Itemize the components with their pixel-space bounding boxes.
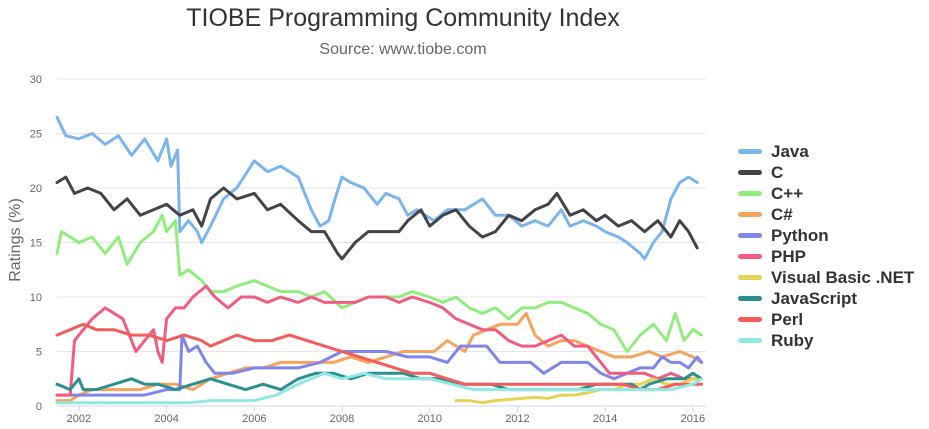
- legend-swatch: [738, 170, 762, 175]
- legend-label: C#: [771, 204, 793, 224]
- legend-item[interactable]: C: [738, 162, 914, 183]
- legend-swatch: [738, 338, 762, 343]
- legend-item[interactable]: Python: [738, 225, 914, 246]
- y-tick-label: 5: [36, 347, 42, 359]
- chart-title: TIOBE Programming Community Index: [186, 4, 620, 32]
- y-tick-label: 20: [30, 183, 42, 195]
- series-line-python[interactable]: [55, 333, 704, 397]
- x-tick-label: 2014: [593, 413, 617, 425]
- series-line-php[interactable]: [55, 284, 704, 397]
- legend-item[interactable]: C++: [738, 183, 914, 204]
- legend-swatch: [738, 275, 762, 280]
- y-tick-label: 25: [30, 129, 42, 141]
- legend-item[interactable]: JavaScript: [738, 288, 914, 309]
- legend-swatch: [738, 317, 762, 322]
- legend-swatch: [738, 233, 762, 238]
- legend-swatch: [738, 296, 762, 301]
- legend-item[interactable]: PHP: [738, 246, 914, 267]
- series-line-java[interactable]: [55, 115, 699, 261]
- legend-label: Python: [771, 225, 829, 245]
- x-tick-label: 2016: [681, 413, 705, 425]
- chart-subtitle: Source: www.tiobe.com: [319, 41, 487, 58]
- y-tick-label: 30: [30, 74, 42, 86]
- legend-label: JavaScript: [771, 288, 857, 308]
- series-line-ruby[interactable]: [55, 371, 704, 405]
- x-tick-label: 2010: [417, 413, 441, 425]
- y-axis-ticks: 0 5 10 15 20 25 30: [30, 74, 42, 413]
- series-line-c[interactable]: [55, 175, 699, 261]
- legend-label: Perl: [771, 309, 804, 329]
- legend-label: C: [771, 162, 784, 182]
- series-line-visual-basic-net[interactable]: [454, 377, 704, 405]
- legend-label: Ruby: [771, 330, 814, 350]
- legend: Java C C++ C# Python PHP Visual Basic .NET Java…: [738, 141, 914, 351]
- legend-swatch: [738, 191, 762, 196]
- y-axis-label: Ratings (%): [7, 198, 24, 282]
- legend-label: Visual Basic .NET: [771, 267, 915, 287]
- y-tick-label: 10: [30, 292, 42, 304]
- legend-label: PHP: [771, 246, 806, 266]
- legend-label: C++: [771, 183, 804, 203]
- x-tick-label: 2006: [242, 413, 266, 425]
- legend-item[interactable]: Perl: [738, 309, 914, 330]
- x-tick-label: 2008: [330, 413, 354, 425]
- legend-item[interactable]: Visual Basic .NET: [738, 267, 914, 288]
- y-tick-label: 15: [30, 238, 42, 250]
- legend-swatch: [738, 254, 762, 259]
- legend-label: Java: [771, 141, 809, 161]
- x-tick-label: 2012: [505, 413, 529, 425]
- series-lines: [55, 115, 704, 405]
- y-tick-label: 0: [36, 401, 42, 413]
- series-line-perl[interactable]: [55, 322, 704, 392]
- x-tick-label: 2004: [154, 413, 178, 425]
- legend-item[interactable]: Java: [738, 141, 914, 162]
- legend-item[interactable]: Ruby: [738, 330, 914, 351]
- legend-swatch: [738, 149, 762, 154]
- x-axis-ticks: 2002 2004 2006 2008 2010 2012 2014 2016: [67, 406, 705, 425]
- legend-swatch: [738, 212, 762, 217]
- legend-item[interactable]: C#: [738, 204, 914, 225]
- x-tick-label: 2002: [67, 413, 91, 425]
